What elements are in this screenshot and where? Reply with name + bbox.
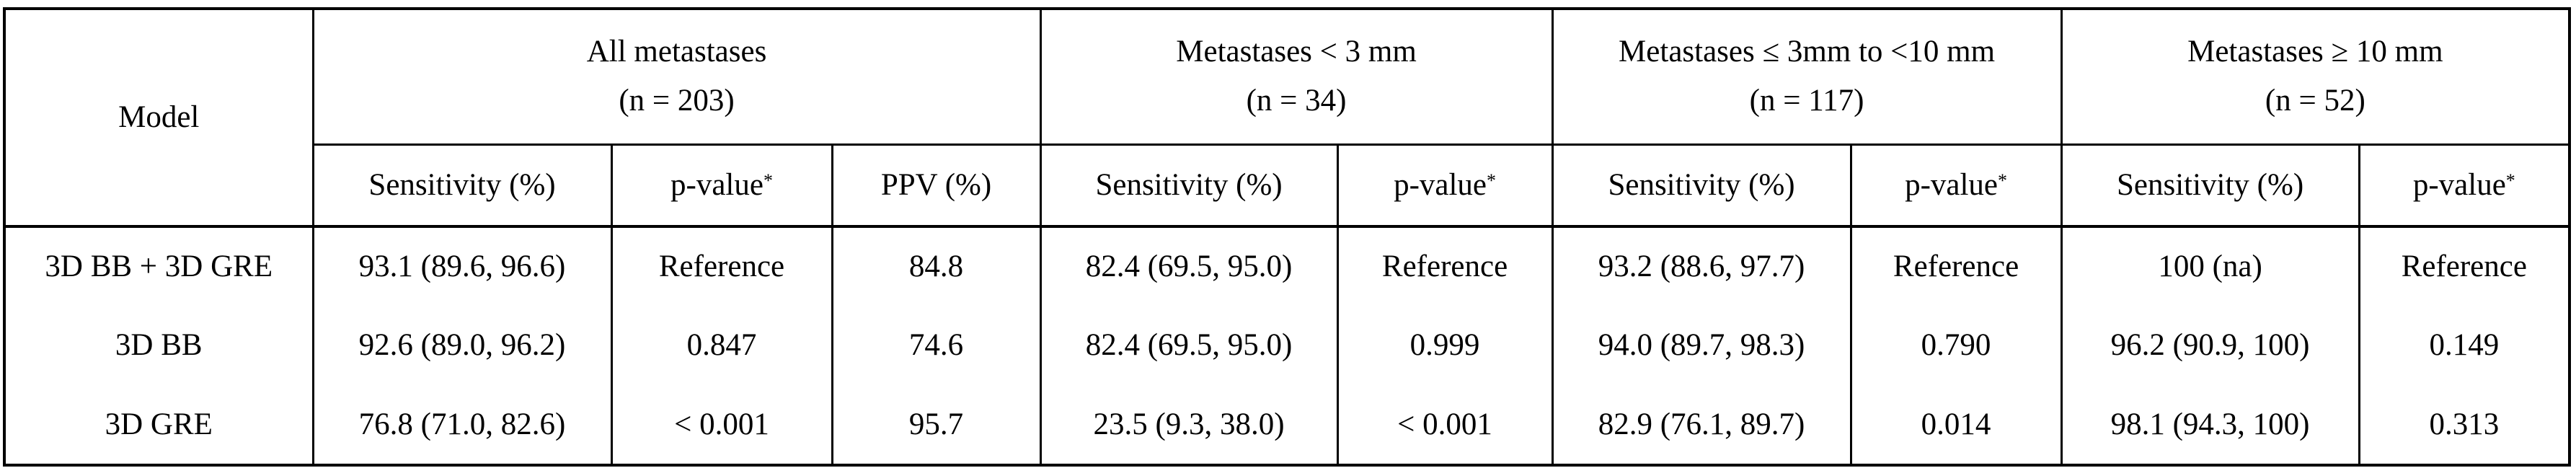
pvalue-header: p-value* [2358, 144, 2572, 228]
model-cell: 3D GRE [3, 385, 313, 467]
cell-all-pvalue: 0.847 [610, 306, 832, 385]
cell-mid-sensitivity: 82.9 (76.1, 89.7) [1551, 385, 1851, 467]
model-cell: 3D BB [3, 306, 313, 385]
group-title: Metastases ≥ 10 mm [2187, 35, 2443, 69]
table-row: 3D BB + 3D GRE 93.1 (89.6, 96.6) Referen… [3, 226, 2572, 306]
cell-mid-pvalue: 0.790 [1849, 306, 2062, 385]
sensitivity-header: Sensitivity (%) [2060, 144, 2360, 228]
pvalue-header: p-value* [1336, 144, 1553, 228]
group-n: (n = 34) [1246, 84, 1347, 118]
cell-mid-pvalue: Reference [1849, 226, 2062, 306]
cell-ge10-pvalue: Reference [2358, 226, 2572, 306]
cell-lt3-sensitivity: 23.5 (9.3, 38.0) [1039, 385, 1338, 467]
table-row: 3D BB 92.6 (89.0, 96.2) 0.847 74.6 82.4 … [3, 306, 2572, 385]
results-table: Model All metastases (n = 203) Metastase… [3, 7, 2572, 467]
cell-ge10-sensitivity: 100 (na) [2060, 226, 2360, 306]
table-row: 3D GRE 76.8 (71.0, 82.6) < 0.001 95.7 23… [3, 385, 2572, 467]
cell-all-ppv: 84.8 [831, 226, 1041, 306]
cell-all-pvalue: < 0.001 [610, 385, 832, 467]
cell-mid-sensitivity: 93.2 (88.6, 97.7) [1551, 226, 1851, 306]
cell-lt3-pvalue: Reference [1336, 226, 1553, 306]
sensitivity-header: Sensitivity (%) [311, 144, 611, 228]
cell-lt3-pvalue: < 0.001 [1336, 385, 1553, 467]
cell-all-ppv: 95.7 [831, 385, 1041, 467]
sensitivity-header: Sensitivity (%) [1551, 144, 1851, 228]
group-title: All metastases [586, 35, 767, 69]
ppv-header: PPV (%) [831, 144, 1041, 228]
cell-all-ppv: 74.6 [831, 306, 1041, 385]
cell-mid-pvalue: 0.014 [1849, 385, 2062, 467]
cell-ge10-sensitivity: 96.2 (90.9, 100) [2060, 306, 2360, 385]
cell-all-sensitivity: 93.1 (89.6, 96.6) [311, 226, 611, 306]
group-header-all: All metastases (n = 203) [311, 7, 1041, 146]
pvalue-header: p-value* [1849, 144, 2062, 228]
cell-lt3-pvalue: 0.999 [1336, 306, 1553, 385]
cell-all-sensitivity: 76.8 (71.0, 82.6) [311, 385, 611, 467]
cell-ge10-pvalue: 0.149 [2358, 306, 2572, 385]
group-n: (n = 52) [2265, 84, 2365, 118]
model-cell: 3D BB + 3D GRE [3, 226, 313, 306]
cell-lt3-sensitivity: 82.4 (69.5, 95.0) [1039, 306, 1338, 385]
cell-all-sensitivity: 92.6 (89.0, 96.2) [311, 306, 611, 385]
cell-lt3-sensitivity: 82.4 (69.5, 95.0) [1039, 226, 1338, 306]
group-n: (n = 117) [1749, 84, 1864, 118]
cell-ge10-sensitivity: 98.1 (94.3, 100) [2060, 385, 2360, 467]
group-header-ge10: Metastases ≥ 10 mm (n = 52) [2060, 7, 2572, 146]
group-n: (n = 203) [619, 84, 735, 118]
model-header: Model [3, 7, 313, 228]
group-header-mid: Metastases ≤ 3mm to <10 mm (n = 117) [1551, 7, 2062, 146]
cell-all-pvalue: Reference [610, 226, 832, 306]
sensitivity-header: Sensitivity (%) [1039, 144, 1338, 228]
cell-mid-sensitivity: 94.0 (89.7, 98.3) [1551, 306, 1851, 385]
group-title: Metastases < 3 mm [1176, 35, 1417, 69]
group-header-lt3: Metastases < 3 mm (n = 34) [1039, 7, 1553, 146]
cell-ge10-pvalue: 0.313 [2358, 385, 2572, 467]
group-title: Metastases ≤ 3mm to <10 mm [1619, 35, 1996, 69]
pvalue-header: p-value* [610, 144, 832, 228]
